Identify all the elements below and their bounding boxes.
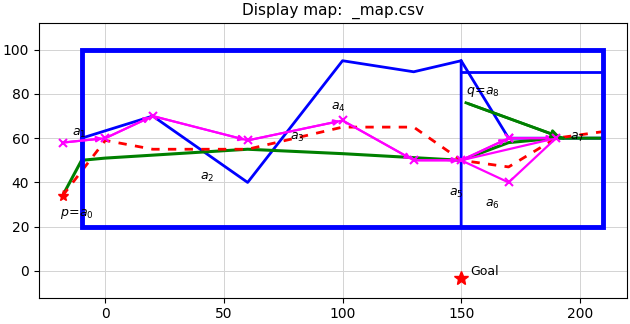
- Text: Goal: Goal: [471, 265, 499, 278]
- Text: $q\!=\!a_8$: $q\!=\!a_8$: [466, 85, 500, 99]
- Text: $a_{7}$: $a_{7}$: [570, 132, 585, 145]
- Text: $a_{1}$: $a_{1}$: [72, 127, 86, 140]
- Text: $a_{6}$: $a_{6}$: [485, 198, 500, 211]
- Text: $a_{4}$: $a_{4}$: [331, 100, 345, 113]
- Bar: [81, 50, 604, 227]
- Text: $a_{2}$: $a_{2}$: [200, 171, 214, 184]
- Text: $a_{5}$: $a_{5}$: [449, 187, 464, 200]
- Text: $p\!=\!a_0$: $p\!=\!a_0$: [60, 207, 94, 221]
- Text: $a_{3}$: $a_{3}$: [290, 132, 305, 145]
- Title: Display map:  _map.csv: Display map: _map.csv: [242, 3, 424, 19]
